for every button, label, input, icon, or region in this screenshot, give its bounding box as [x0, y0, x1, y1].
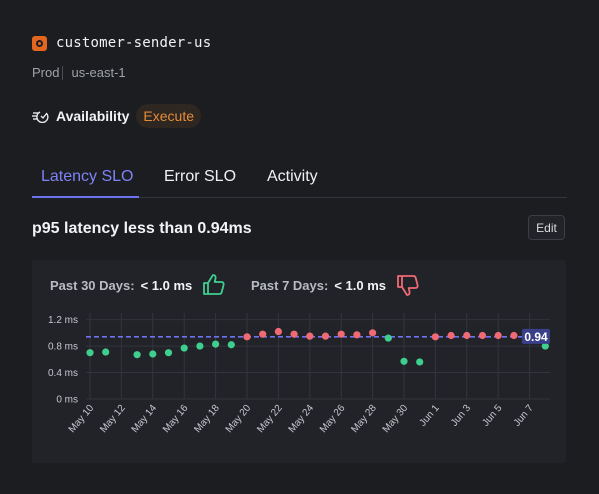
data-point — [384, 334, 392, 342]
y-tick-label: 0.8 ms — [48, 342, 78, 353]
past-30-days-stat: Past 30 Days: < 1.0 ms — [50, 273, 226, 297]
data-point — [337, 330, 345, 338]
data-point — [541, 342, 549, 350]
service-header: customer-sender-us — [32, 35, 211, 51]
x-tick-label: May 12 — [98, 403, 128, 436]
x-tick-label: Jun 5 — [480, 403, 504, 429]
x-tick-label: May 30 — [381, 403, 411, 436]
y-tick-label: 0 ms — [56, 395, 78, 406]
tab-activity[interactable]: Activity — [267, 168, 318, 185]
data-point — [149, 350, 157, 358]
tab-latency-slo[interactable]: Latency SLO — [41, 168, 134, 185]
data-point — [447, 331, 455, 340]
availability-label: Availability — [56, 108, 130, 124]
x-tick-label: Jun 3 — [449, 403, 473, 429]
past-7-days-value: < 1.0 ms — [334, 277, 387, 293]
region-label: us-east-1 — [71, 65, 126, 80]
x-tick-label: Jun 1 — [418, 403, 442, 429]
data-point — [164, 349, 173, 357]
edit-button[interactable]: Edit — [528, 215, 565, 240]
environment-label: Prod — [32, 65, 60, 80]
data-point — [86, 349, 94, 357]
x-tick-label: May 16 — [161, 403, 191, 436]
x-tick-label: May 22 — [255, 403, 285, 436]
data-point — [400, 357, 408, 365]
x-tick-label: May 28 — [349, 403, 379, 436]
x-tick-label: May 14 — [130, 403, 160, 436]
x-tick-label: Jun 7 — [512, 403, 536, 429]
thumbs-up-icon — [203, 274, 225, 295]
data-point — [306, 332, 314, 340]
data-point — [180, 344, 188, 352]
data-point — [416, 358, 424, 366]
data-point — [478, 331, 487, 340]
y-tick-label: 1.2 ms — [48, 315, 78, 326]
data-point — [353, 331, 361, 339]
past-7-days-stat: Past 7 Days: < 1.0 ms — [251, 273, 420, 297]
availability-icon — [32, 111, 49, 123]
past-30-days-label: Past 30 Days: — [50, 277, 135, 293]
data-point — [494, 331, 502, 340]
x-tick-label: May 18 — [192, 403, 222, 436]
data-point — [196, 342, 204, 350]
slo-title: p95 latency less than 0.94ms — [32, 220, 252, 237]
tab-error-slo[interactable]: Error SLO — [164, 168, 237, 185]
data-point — [227, 341, 235, 349]
data-point — [431, 333, 439, 341]
data-point — [102, 348, 110, 356]
data-point — [463, 331, 471, 340]
service-hexagon-icon — [32, 35, 47, 51]
availability-row: Availability Execute — [32, 104, 201, 128]
y-tick-label: 0.4 ms — [48, 368, 78, 379]
thumbs-down-icon — [397, 275, 419, 296]
data-point — [510, 331, 518, 340]
data-point — [133, 351, 141, 359]
threshold-label: 0.94 — [524, 330, 548, 344]
past-30-days-value: < 1.0 ms — [140, 277, 193, 293]
service-name: customer-sender-us — [56, 35, 212, 51]
x-tick-label: May 10 — [67, 403, 97, 436]
x-tick-label: May 24 — [287, 403, 317, 436]
service-meta: Prod us-east-1 — [32, 65, 126, 80]
data-point — [212, 340, 220, 348]
threshold-label-bg — [522, 328, 550, 344]
data-point — [259, 330, 267, 338]
past-7-days-label: Past 7 Days: — [251, 277, 329, 293]
meta-divider — [62, 65, 64, 80]
active-tab-indicator — [32, 196, 139, 198]
data-point — [243, 333, 251, 341]
x-tick-label: May 26 — [318, 403, 348, 436]
data-point — [321, 332, 330, 340]
slo-tabs: Latency SLO Error SLO Activity — [32, 158, 567, 198]
latency-scatter-chart: 0 ms 0.4 ms 0.8 ms 1.2 ms May 10 May 12 May 14… — [48, 313, 550, 436]
data-point — [274, 327, 282, 336]
x-tick-label: May 20 — [224, 403, 254, 436]
slo-chart-panel: Past 30 Days: < 1.0 ms Past 7 Days: < 1.… — [32, 260, 566, 463]
data-point — [369, 329, 377, 337]
execute-badge[interactable]: Execute — [136, 104, 201, 128]
data-point — [290, 330, 298, 338]
